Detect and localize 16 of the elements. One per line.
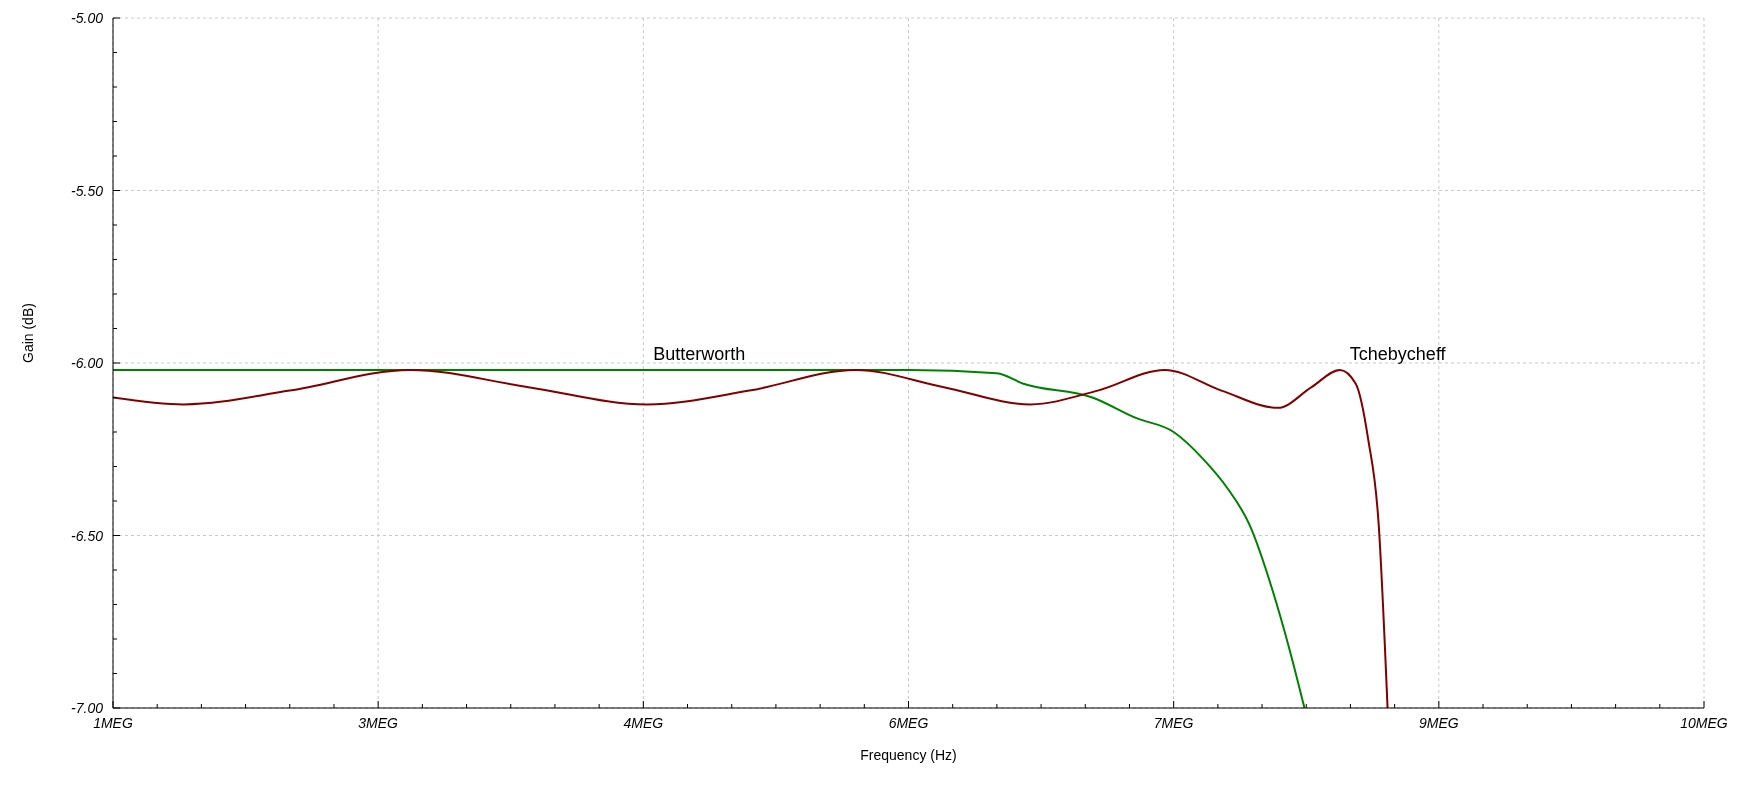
y-axis-title: Gain (dB)	[19, 303, 36, 363]
y-tick-label: -5.00	[71, 10, 104, 26]
y-tick-label: -7.00	[71, 700, 104, 716]
x-tick-label: 4MEG	[623, 715, 664, 731]
y-tick-label: -6.50	[71, 527, 104, 544]
x-tick-label: 9MEG	[1418, 715, 1459, 731]
x-tick-label: 3MEG	[358, 715, 399, 731]
y-tick-label: -6.00	[71, 355, 104, 371]
x-tick-label: 6MEG	[888, 715, 929, 731]
series-label: Butterworth	[653, 343, 746, 364]
x-axis-title: Frequency (Hz)	[860, 747, 957, 763]
x-tick-label: 10MEG	[1680, 715, 1728, 731]
series-label: Tchebycheff	[1349, 343, 1447, 364]
x-tick-label: 7MEG	[1153, 715, 1194, 731]
y-tick-label: -5.50	[71, 182, 104, 199]
x-tick-label: 1MEG	[93, 715, 133, 731]
